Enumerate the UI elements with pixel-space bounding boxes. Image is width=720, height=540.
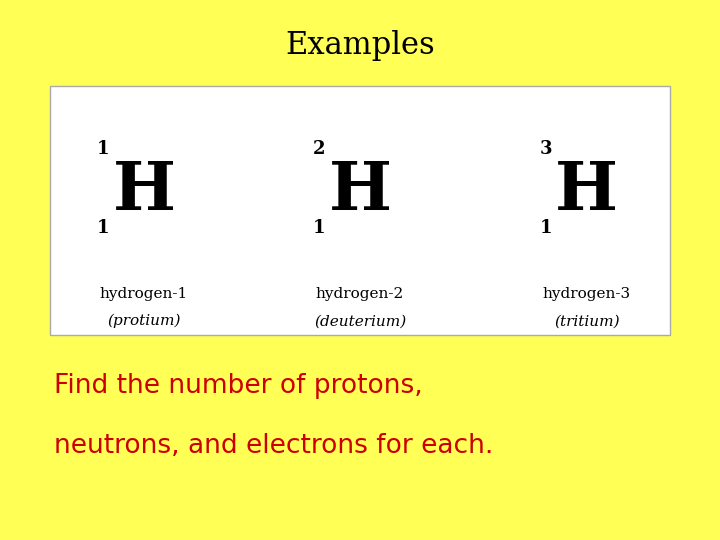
Text: neutrons, and electrons for each.: neutrons, and electrons for each. <box>54 433 493 458</box>
Text: hydrogen-1: hydrogen-1 <box>100 287 188 301</box>
Text: 2: 2 <box>313 140 325 158</box>
Text: 1: 1 <box>540 219 552 237</box>
Text: Examples: Examples <box>285 30 435 62</box>
Text: H: H <box>112 159 176 224</box>
Text: H: H <box>328 159 392 224</box>
Text: 3: 3 <box>540 140 552 158</box>
Text: 1: 1 <box>97 219 109 237</box>
Text: (tritium): (tritium) <box>554 314 620 328</box>
Text: (deuterium): (deuterium) <box>314 314 406 328</box>
Text: H: H <box>555 159 618 224</box>
Text: (protium): (protium) <box>107 314 181 328</box>
Text: hydrogen-2: hydrogen-2 <box>316 287 404 301</box>
Text: 1: 1 <box>313 219 325 237</box>
Text: 1: 1 <box>97 140 109 158</box>
FancyBboxPatch shape <box>50 86 670 335</box>
Text: hydrogen-3: hydrogen-3 <box>543 287 631 301</box>
Text: Find the number of protons,: Find the number of protons, <box>54 373 423 399</box>
